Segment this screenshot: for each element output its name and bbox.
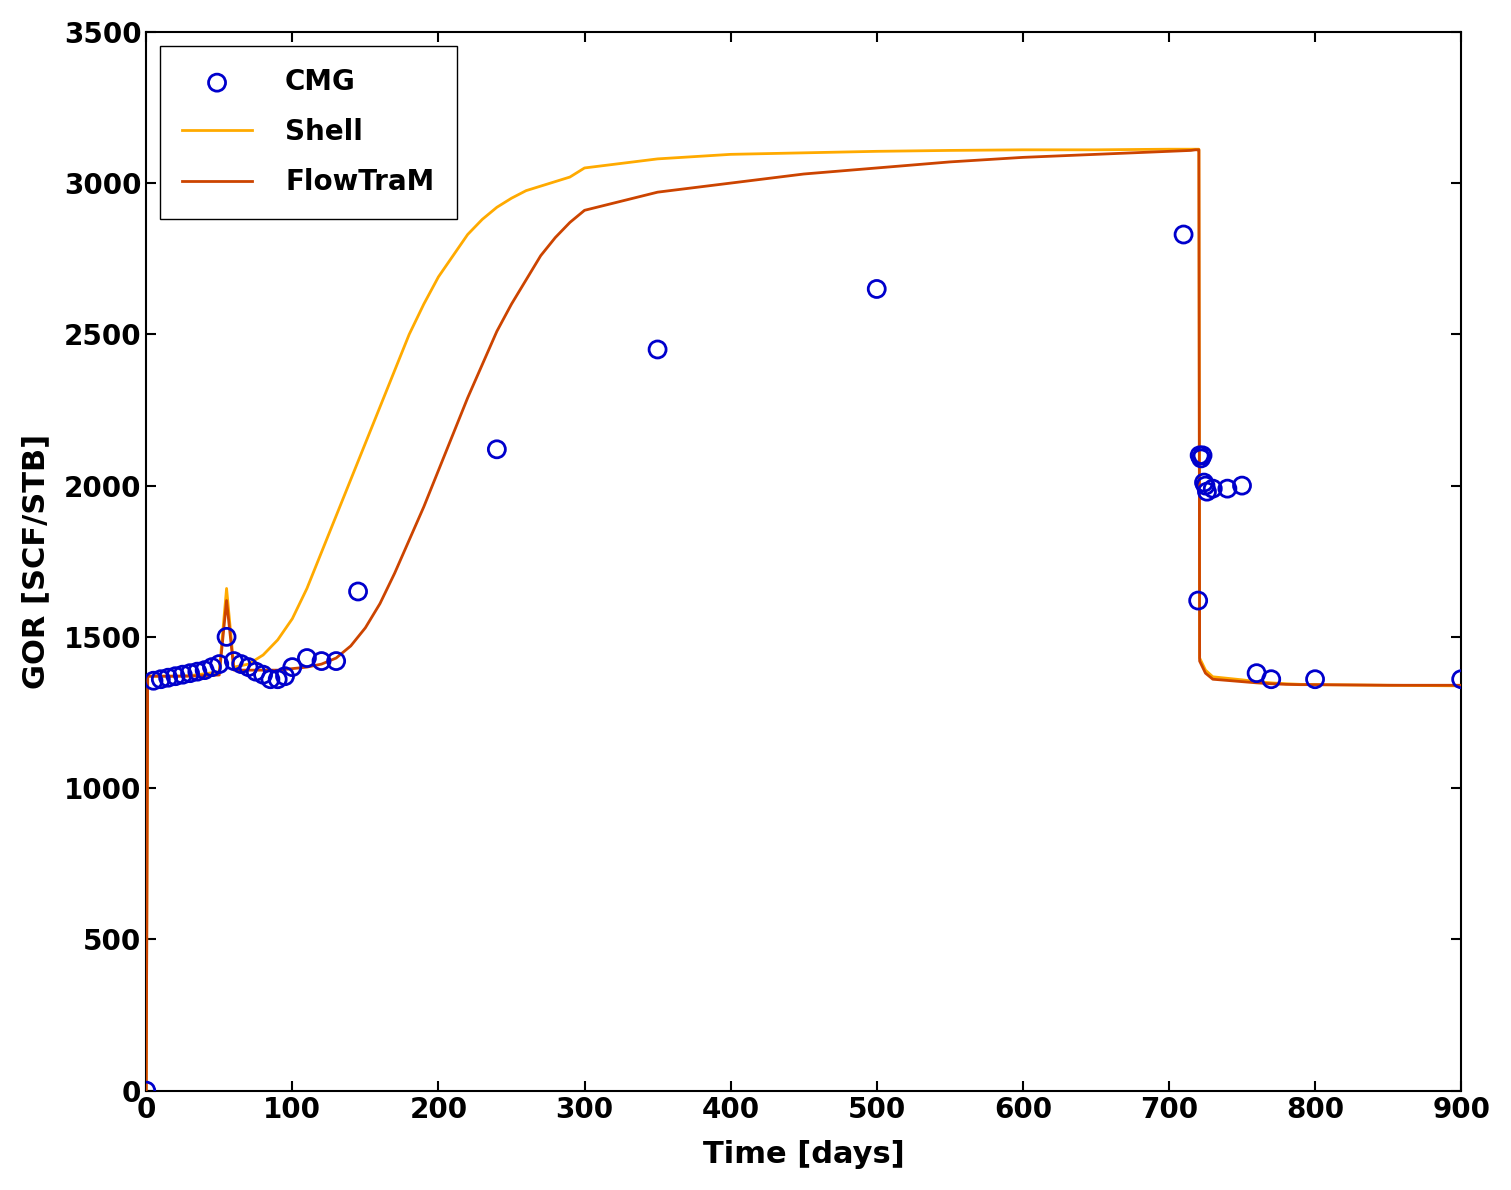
CMG bbox=[1171, 225, 1195, 244]
Shell bbox=[1452, 678, 1470, 693]
CMG bbox=[1245, 664, 1269, 683]
Line: Shell: Shell bbox=[147, 149, 1461, 1091]
CMG bbox=[1191, 446, 1215, 465]
FlowTraM bbox=[151, 669, 169, 683]
CMG bbox=[1215, 480, 1239, 499]
CMG bbox=[1302, 670, 1327, 689]
CMG bbox=[310, 652, 334, 671]
CMG bbox=[645, 340, 669, 359]
CMG bbox=[1189, 449, 1213, 468]
CMG bbox=[199, 658, 224, 677]
CMG bbox=[207, 654, 231, 674]
CMG bbox=[273, 666, 298, 685]
FlowTraM bbox=[1452, 678, 1470, 693]
CMG bbox=[864, 280, 888, 299]
FlowTraM bbox=[1014, 150, 1032, 164]
Shell bbox=[444, 249, 462, 263]
FlowTraM bbox=[145, 669, 163, 683]
CMG bbox=[148, 670, 172, 689]
CMG bbox=[215, 627, 239, 646]
CMG bbox=[236, 658, 260, 677]
CMG bbox=[1195, 482, 1219, 501]
CMG bbox=[222, 652, 246, 671]
CMG bbox=[1201, 480, 1225, 499]
Legend: CMG, Shell, FlowTraM: CMG, Shell, FlowTraM bbox=[160, 45, 456, 219]
FlowTraM bbox=[941, 155, 959, 169]
CMG bbox=[178, 664, 202, 683]
CMG bbox=[134, 1082, 159, 1101]
Line: FlowTraM: FlowTraM bbox=[147, 150, 1461, 1091]
CMG bbox=[485, 440, 509, 459]
Shell bbox=[1160, 142, 1179, 156]
FlowTraM bbox=[444, 427, 462, 441]
CMG bbox=[1192, 474, 1216, 493]
FlowTraM bbox=[313, 657, 331, 671]
CMG bbox=[156, 668, 180, 687]
CMG bbox=[251, 665, 275, 684]
Shell bbox=[313, 545, 331, 559]
X-axis label: Time [days]: Time [days] bbox=[703, 1140, 905, 1169]
CMG bbox=[1186, 591, 1210, 610]
CMG bbox=[1188, 446, 1212, 465]
CMG bbox=[243, 662, 267, 681]
CMG bbox=[230, 654, 254, 674]
CMG bbox=[192, 660, 216, 679]
CMG bbox=[142, 671, 166, 690]
CMG bbox=[171, 665, 195, 684]
CMG bbox=[1230, 476, 1254, 495]
Y-axis label: GOR [SCF/STB]: GOR [SCF/STB] bbox=[21, 433, 50, 689]
CMG bbox=[323, 652, 348, 671]
CMG bbox=[163, 666, 187, 685]
Shell bbox=[138, 1084, 156, 1098]
Shell bbox=[151, 669, 169, 683]
CMG bbox=[280, 658, 304, 677]
CMG bbox=[346, 582, 370, 601]
CMG bbox=[1259, 670, 1283, 689]
CMG bbox=[1449, 670, 1473, 689]
Shell bbox=[1014, 143, 1032, 157]
CMG bbox=[1194, 476, 1218, 495]
CMG bbox=[295, 649, 319, 668]
CMG bbox=[258, 670, 283, 689]
CMG bbox=[186, 662, 210, 681]
FlowTraM bbox=[1186, 143, 1204, 157]
FlowTraM bbox=[138, 1084, 156, 1098]
CMG bbox=[266, 670, 290, 689]
Shell bbox=[145, 669, 163, 683]
Shell bbox=[941, 143, 959, 157]
